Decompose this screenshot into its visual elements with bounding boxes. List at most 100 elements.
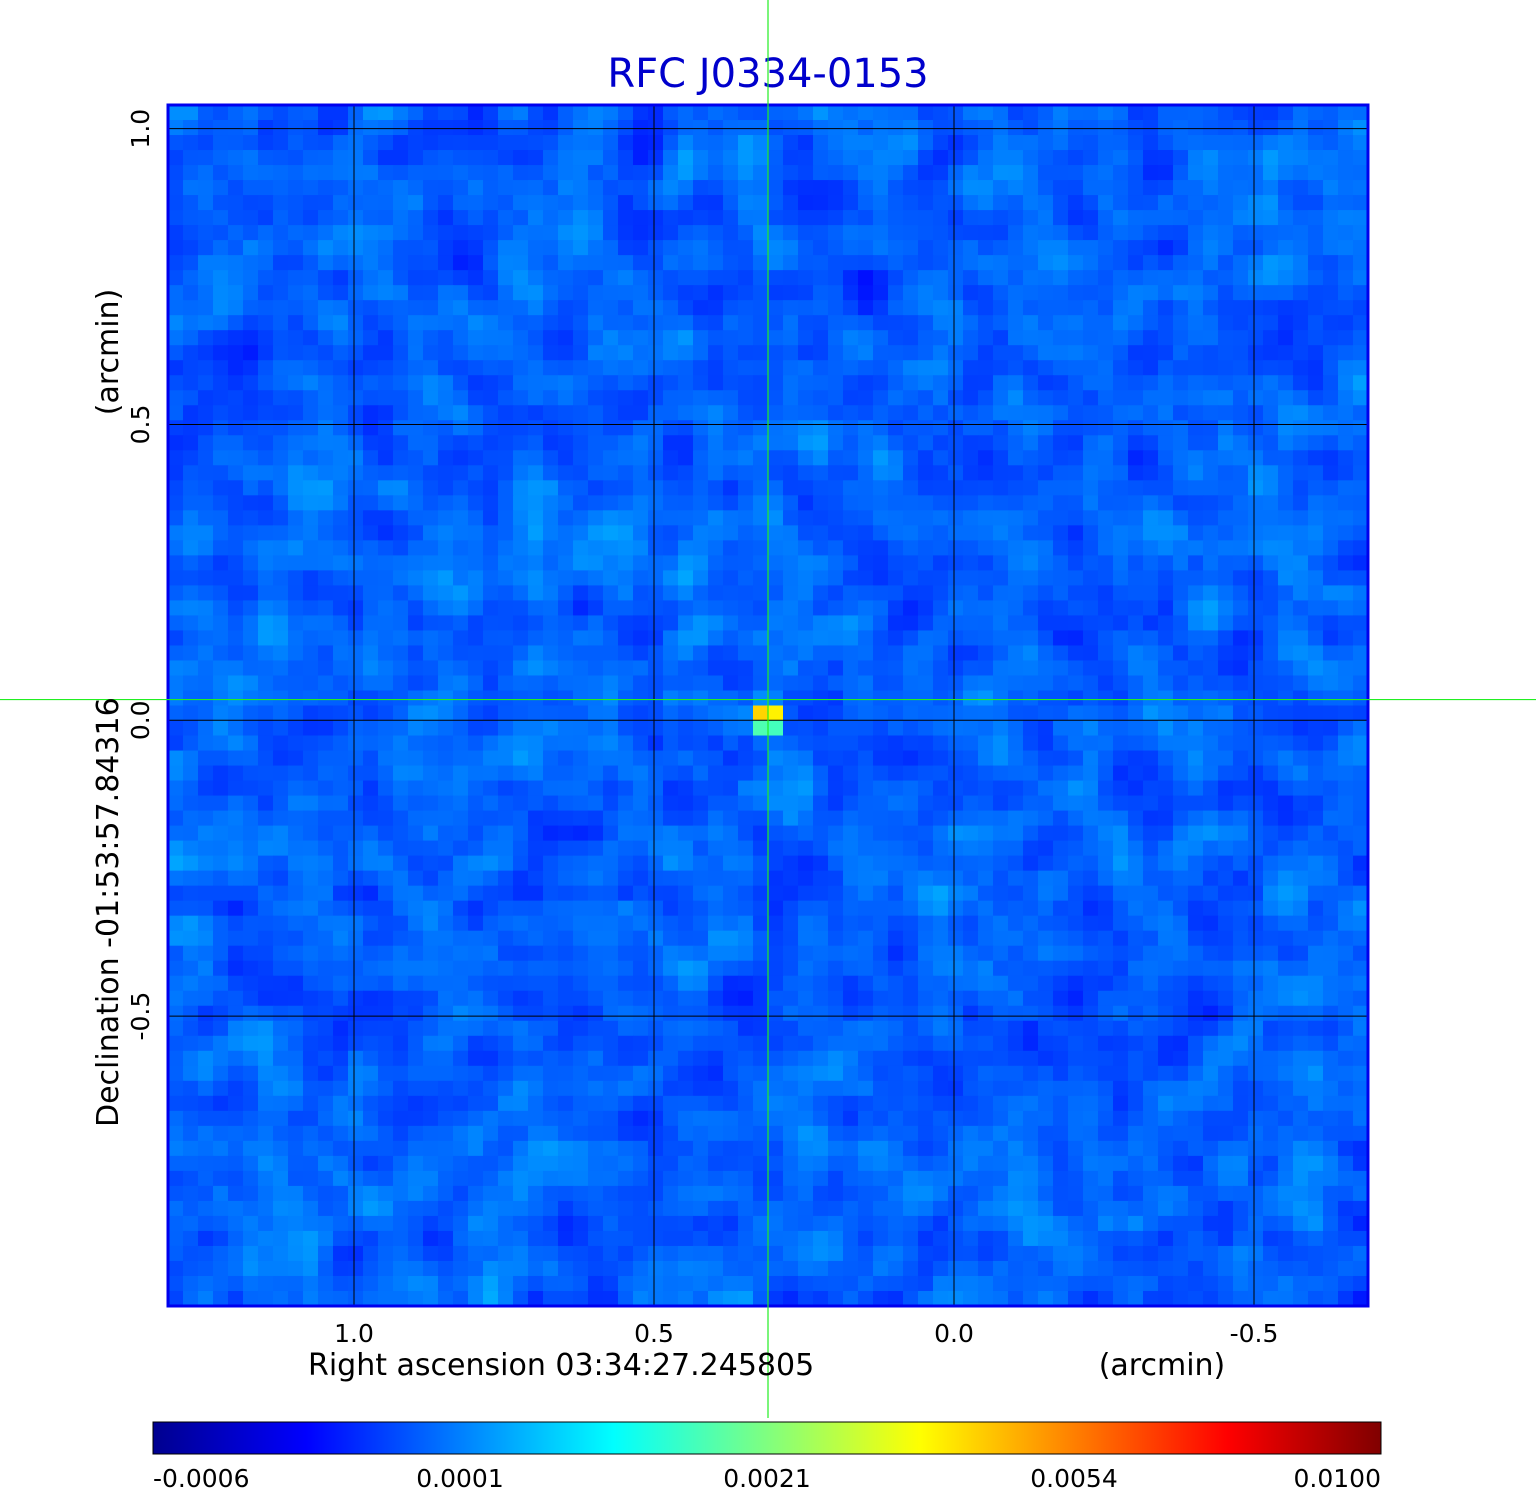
heatmap-cell xyxy=(1173,810,1189,827)
heatmap-cell xyxy=(828,300,844,316)
heatmap-cell xyxy=(813,405,829,421)
heatmap-cell xyxy=(1248,660,1264,677)
heatmap-cell xyxy=(813,660,829,677)
heatmap-cell xyxy=(573,825,589,842)
heatmap-cell xyxy=(543,135,559,151)
heatmap-cell xyxy=(273,420,289,436)
heatmap-cell xyxy=(1053,855,1069,872)
heatmap-cell xyxy=(993,210,1009,226)
heatmap-cell xyxy=(1323,645,1339,662)
heatmap-cell xyxy=(1158,120,1174,136)
heatmap-cell xyxy=(168,585,184,602)
heatmap-cell xyxy=(243,795,259,812)
heatmap-cell xyxy=(1143,390,1159,406)
heatmap-cell xyxy=(1308,465,1324,481)
heatmap-cell xyxy=(1218,165,1234,181)
heatmap-cell xyxy=(528,420,544,436)
heatmap-cell xyxy=(333,630,349,647)
heatmap-cell xyxy=(363,585,379,602)
heatmap-cell xyxy=(828,540,844,556)
heatmap-cell xyxy=(858,945,874,962)
heatmap-cell xyxy=(528,210,544,226)
heatmap-cell xyxy=(843,1020,859,1037)
heatmap-cell xyxy=(1188,735,1204,752)
heatmap-cell xyxy=(438,1035,454,1052)
heatmap-cell xyxy=(333,570,349,586)
heatmap-cell xyxy=(243,180,259,196)
heatmap-cell xyxy=(723,795,739,812)
heatmap-cell xyxy=(708,975,724,992)
heatmap-cell xyxy=(738,555,754,571)
heatmap-cell xyxy=(768,960,784,977)
heatmap-cell xyxy=(288,675,304,692)
heatmap-cell xyxy=(228,660,244,677)
heatmap-cell xyxy=(288,225,304,241)
heatmap-cell xyxy=(858,345,874,361)
heatmap-cell xyxy=(528,900,544,917)
heatmap-cell xyxy=(498,285,514,301)
heatmap-cell xyxy=(183,825,199,842)
heatmap-cell xyxy=(1023,210,1039,226)
heatmap-cell xyxy=(528,690,544,707)
heatmap-cell xyxy=(1308,270,1324,286)
heatmap-cell xyxy=(1158,270,1174,286)
heatmap-cell xyxy=(378,900,394,917)
heatmap-cell xyxy=(183,990,199,1007)
heatmap-cell xyxy=(1248,315,1264,331)
heatmap-cell xyxy=(978,495,994,511)
heatmap-cell xyxy=(1218,765,1234,782)
heatmap-cell xyxy=(498,990,514,1007)
heatmap-cell xyxy=(1338,900,1354,917)
heatmap-cell xyxy=(1008,615,1024,632)
heatmap-cell xyxy=(948,165,964,181)
heatmap-cell xyxy=(243,960,259,977)
heatmap-cell xyxy=(1203,990,1219,1007)
heatmap-cell xyxy=(168,645,184,662)
heatmap-cell xyxy=(603,615,619,632)
heatmap-cell xyxy=(243,735,259,752)
heatmap-cell xyxy=(1323,210,1339,226)
heatmap-cell xyxy=(1053,345,1069,361)
heatmap-cell xyxy=(1083,240,1099,256)
heatmap-cell xyxy=(1113,675,1129,692)
heatmap-cell xyxy=(993,600,1009,617)
heatmap-cell xyxy=(183,255,199,271)
heatmap-cell xyxy=(708,255,724,271)
heatmap-cell xyxy=(498,915,514,932)
heatmap-cell xyxy=(933,180,949,196)
heatmap-cell xyxy=(528,435,544,451)
heatmap-cell xyxy=(1038,1005,1054,1022)
heatmap-cell xyxy=(588,150,604,166)
heatmap-cell xyxy=(258,750,274,767)
heatmap-cell xyxy=(1098,705,1114,722)
heatmap-cell xyxy=(1218,810,1234,827)
heatmap-cell xyxy=(858,810,874,827)
heatmap-cell xyxy=(198,1020,214,1037)
heatmap-cell xyxy=(738,915,754,932)
heatmap-cell xyxy=(438,705,454,722)
heatmap-cell xyxy=(783,165,799,181)
heatmap-cell xyxy=(468,930,484,947)
heatmap-cell xyxy=(423,915,439,932)
heatmap-cell xyxy=(1128,840,1144,857)
heatmap-cell xyxy=(813,195,829,211)
heatmap-cell xyxy=(948,420,964,436)
heatmap-cell xyxy=(1233,690,1249,707)
heatmap-cell xyxy=(1248,1005,1264,1022)
heatmap-cell xyxy=(1143,915,1159,932)
heatmap-cell xyxy=(243,540,259,556)
heatmap-cell xyxy=(333,960,349,977)
heatmap-cell xyxy=(483,675,499,692)
heatmap-cell xyxy=(1113,300,1129,316)
heatmap-cell xyxy=(168,555,184,571)
heatmap-cell xyxy=(768,855,784,872)
heatmap-cell xyxy=(573,300,589,316)
heatmap-cell xyxy=(408,240,424,256)
heatmap-cell xyxy=(723,960,739,977)
heatmap-cell xyxy=(213,915,229,932)
heatmap-cell xyxy=(723,750,739,767)
heatmap-cell xyxy=(393,510,409,526)
heatmap-cell xyxy=(1083,735,1099,752)
heatmap-cell xyxy=(843,195,859,211)
heatmap-cell xyxy=(213,435,229,451)
